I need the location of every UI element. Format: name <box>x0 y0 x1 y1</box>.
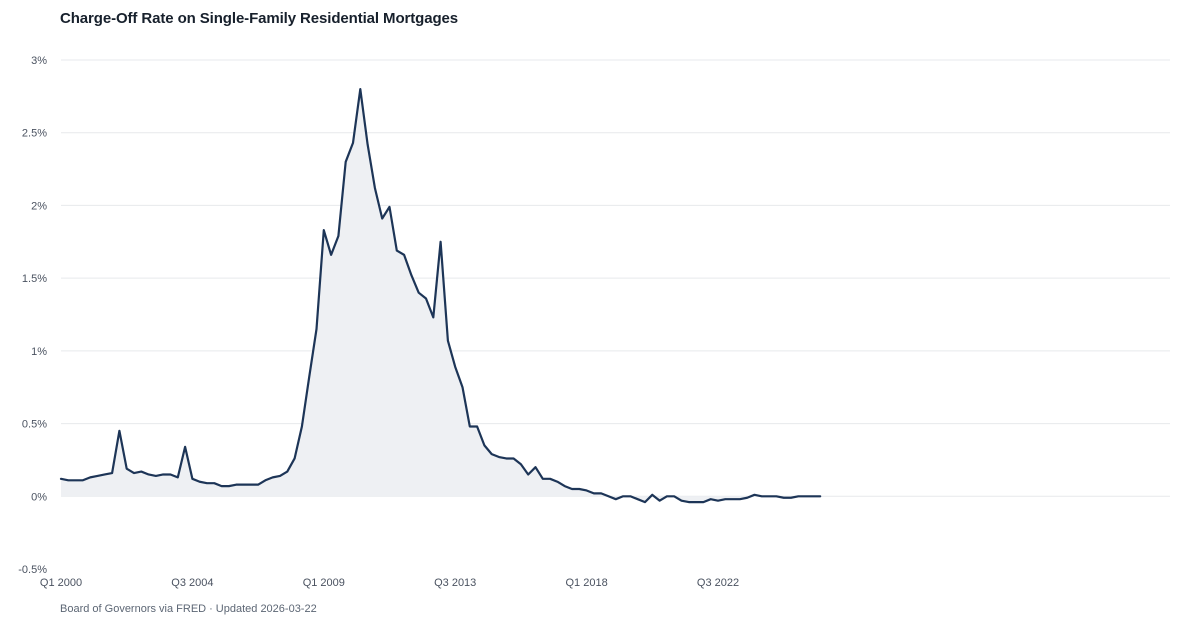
y-tick-label: 1% <box>31 346 47 358</box>
chart-title: Charge-Off Rate on Single-Family Residen… <box>60 10 458 27</box>
grid-layer <box>61 59 1170 497</box>
x-tick-label: Q1 2018 <box>565 577 607 589</box>
x-axis: Q1 2000 Q3 2004 Q1 2009 Q3 2013 Q1 2018 Q3 20… <box>40 577 739 589</box>
y-tick-label: 0% <box>31 491 47 503</box>
line-layer <box>59 87 822 504</box>
area-layer <box>61 89 821 503</box>
source-updated: Updated 2026-03-22 <box>215 603 317 615</box>
x-tick-label: Q3 2004 <box>171 577 213 589</box>
x-tick-label: Q3 2013 <box>434 577 476 589</box>
series-area <box>61 89 821 503</box>
y-tick-label: 2% <box>31 200 47 212</box>
series-line <box>59 87 822 504</box>
y-tick-label: 3% <box>31 55 47 67</box>
source-note: Board of Governors via FRED · Updated 2026… <box>60 603 317 615</box>
y-tick-label: 2.5% <box>22 128 47 140</box>
x-tick-label: Q3 2022 <box>697 577 739 589</box>
source-text: Board of Governors via FRED <box>60 603 207 615</box>
y-axis: -0.5% 0% 0.5% 1% 1.5% 2% 2.5% 3% <box>18 55 47 576</box>
source-separator: · <box>209 603 213 615</box>
y-tick-label: 1.5% <box>22 273 47 285</box>
y-tick-label: -0.5% <box>18 564 47 576</box>
x-tick-label: Q1 2000 <box>40 577 82 589</box>
y-tick-label: 0.5% <box>22 419 47 431</box>
x-tick-label: Q1 2009 <box>303 577 345 589</box>
